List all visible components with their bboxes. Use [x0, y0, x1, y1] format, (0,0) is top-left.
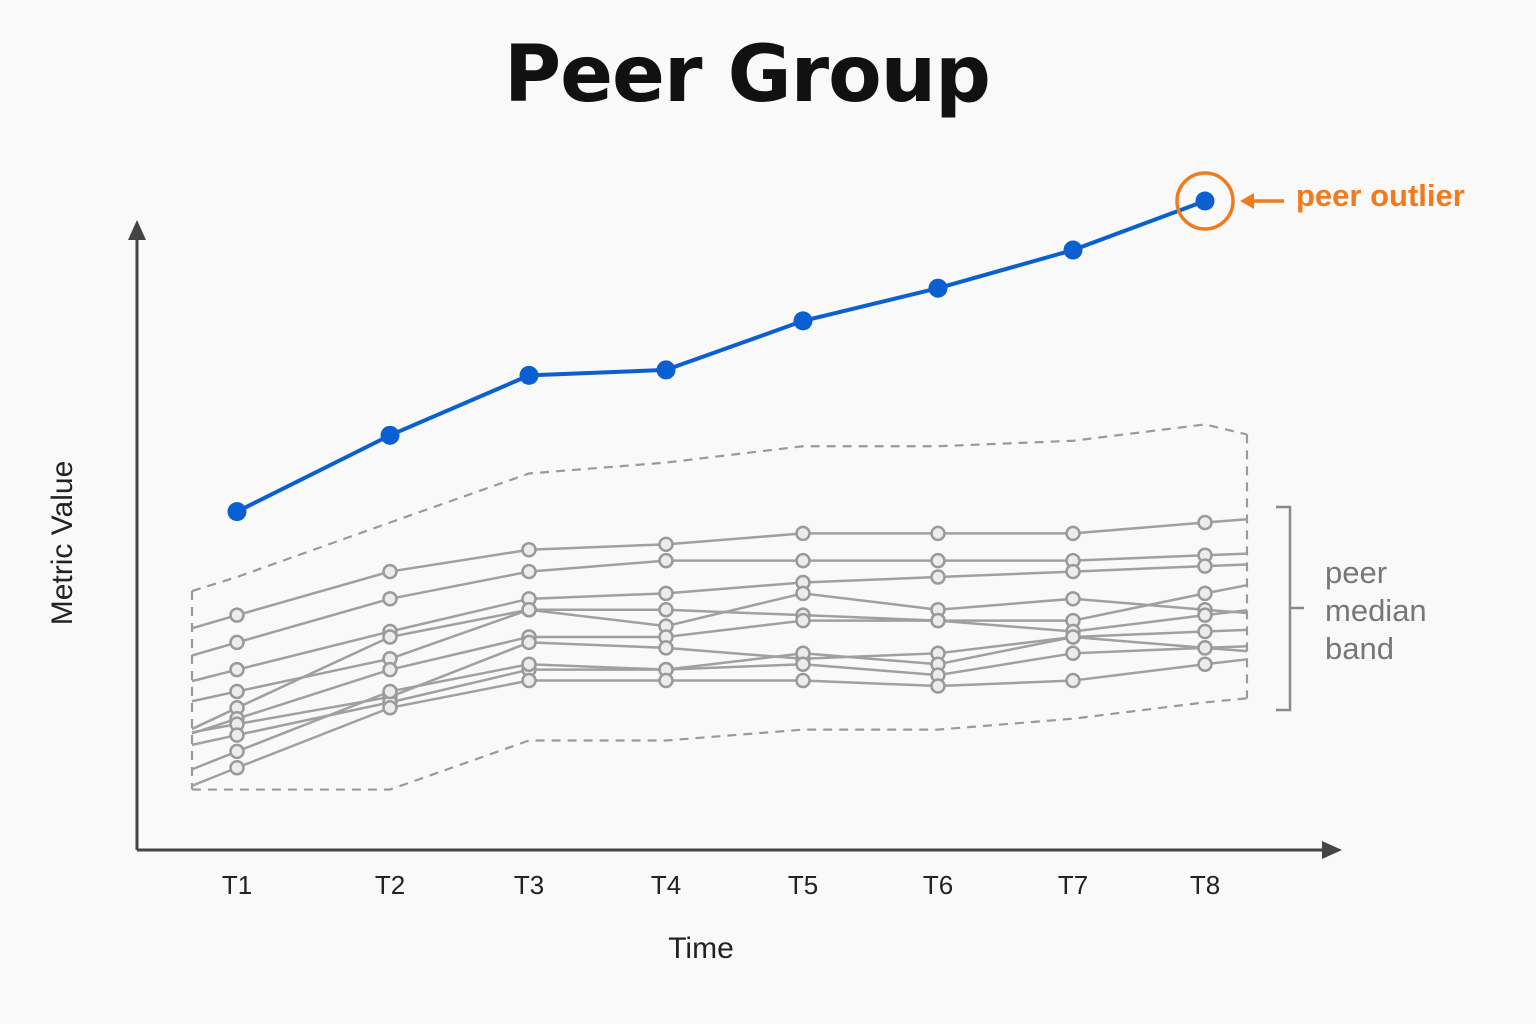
highlight-point-T6	[928, 278, 948, 298]
peer-point-2-T1	[229, 634, 245, 651]
peer-point-2-T2	[382, 591, 398, 607]
peer-point-2-T5	[795, 552, 811, 569]
peer-series-line-9	[191, 644, 1248, 771]
y-axis-arrow-icon	[128, 220, 146, 240]
highlight-point-T1	[227, 502, 247, 522]
highlight-point-T7	[1063, 240, 1083, 260]
peer-lines-layer	[191, 514, 1248, 787]
peer-point-3-T1	[229, 661, 245, 678]
peer-point-10-T3	[521, 672, 537, 689]
peer-point-5-T2	[382, 629, 398, 645]
highlight-series-line	[236, 199, 1206, 514]
peer-point-3-T8	[1197, 558, 1213, 574]
peer-point-5-T4	[658, 601, 674, 618]
band-bracket-line	[1276, 505, 1292, 712]
band-upper-bound	[191, 423, 1248, 593]
peer-point-5-T3	[521, 601, 537, 618]
peer-point-2-T6	[930, 552, 946, 569]
peer-point-9-T8	[1197, 640, 1213, 656]
peer-point-1-T8	[1197, 514, 1213, 531]
peer-point-1-T7	[1065, 525, 1081, 542]
band-label-line-2: median	[1325, 593, 1427, 628]
peer-point-7-T4	[658, 640, 674, 656]
peer-point-9-T7	[1065, 645, 1081, 662]
peer-point-10-T8	[1197, 656, 1213, 672]
band-label-line-1: peer	[1325, 555, 1387, 590]
peer-point-6-T8	[1197, 607, 1213, 623]
peer-point-4-T1	[229, 683, 245, 700]
peer-point-6-T2	[382, 661, 398, 678]
highlight-point-T5	[793, 311, 813, 331]
peer-point-3-T7	[1065, 563, 1081, 580]
peer-point-10-T5	[795, 672, 811, 689]
peer-series-line-5	[191, 583, 1248, 731]
peer-point-6-T5	[795, 612, 811, 629]
peer-point-10-T7	[1065, 672, 1081, 689]
peer-point-9-T5	[795, 656, 811, 672]
peer-point-9-T1	[229, 743, 245, 760]
band-bracket	[1276, 505, 1304, 712]
peer-series-line-8	[191, 635, 1248, 747]
highlight-line-layer	[227, 191, 1215, 522]
peer-point-1-T5	[795, 525, 811, 542]
peer-point-10-T1	[229, 760, 245, 776]
outlier-highlight-ring	[1175, 171, 1235, 231]
chart-title: Peer Group	[503, 30, 991, 120]
peer-point-8-T1	[229, 727, 245, 743]
peer-series-line-6	[191, 609, 1248, 735]
peer-point-5-T8	[1197, 585, 1213, 602]
peer-point-1-T4	[658, 536, 674, 553]
x-tick-label-T4: T4	[651, 870, 681, 900]
peer-point-10-T6	[930, 678, 946, 694]
peer-point-9-T2	[382, 683, 398, 700]
x-tick-label-T5: T5	[788, 870, 818, 900]
highlight-point-T8	[1195, 191, 1215, 211]
peer-point-3-T6	[930, 569, 946, 585]
highlight-point-T3	[519, 365, 539, 385]
outlier-arrow-head-icon	[1240, 193, 1254, 209]
x-tick-label-T8: T8	[1190, 870, 1220, 900]
peer-point-9-T3	[521, 656, 537, 672]
peer-point-6-T6	[930, 612, 946, 629]
x-axis-arrow-icon	[1322, 841, 1342, 859]
peer-series-line-7	[191, 628, 1248, 734]
peer-point-7-T3	[521, 634, 537, 651]
axes	[128, 220, 1342, 859]
peer-point-7-T8	[1197, 623, 1213, 640]
peer-series-line-1	[191, 518, 1248, 630]
peer-point-4-T5	[795, 585, 811, 602]
outlier-annotation	[1175, 171, 1284, 231]
band-lower-bound	[192, 697, 1248, 791]
peer-point-2-T4	[658, 552, 674, 569]
x-tick-label-T3: T3	[514, 870, 544, 900]
peer-band-layer	[190, 423, 1249, 791]
peer-series-line-4	[191, 592, 1248, 703]
peer-point-2-T3	[521, 563, 537, 580]
peer-point-4-T7	[1065, 591, 1081, 607]
peer-point-1-T1	[229, 607, 245, 623]
peer-series-line-10	[191, 658, 1248, 787]
x-tick-label-T1: T1	[222, 870, 252, 900]
highlight-point-T2	[380, 425, 400, 445]
x-tick-label-T6: T6	[923, 870, 953, 900]
peer-point-10-T2	[382, 700, 398, 716]
peer-point-10-T4	[658, 672, 674, 689]
x-axis-label: Time	[668, 932, 734, 965]
peer-point-8-T7	[1065, 629, 1081, 645]
peer-point-3-T4	[658, 585, 674, 602]
peer-point-1-T2	[382, 563, 398, 580]
band-label-line-3: band	[1325, 631, 1394, 666]
x-tick-label-T7: T7	[1058, 870, 1088, 900]
highlight-point-T4	[656, 360, 676, 380]
peer-series-line-2	[191, 552, 1248, 657]
peer-point-1-T6	[930, 525, 946, 542]
x-tick-labels: T1 T2 T3 T4 T5 T6 T7 T8	[222, 870, 1220, 900]
outlier-label: peer outlier	[1296, 178, 1465, 213]
x-tick-label-T2: T2	[375, 870, 405, 900]
peer-series-line-3	[191, 563, 1248, 683]
y-axis-label: Metric Value	[46, 461, 79, 626]
peer-point-1-T3	[521, 542, 537, 558]
